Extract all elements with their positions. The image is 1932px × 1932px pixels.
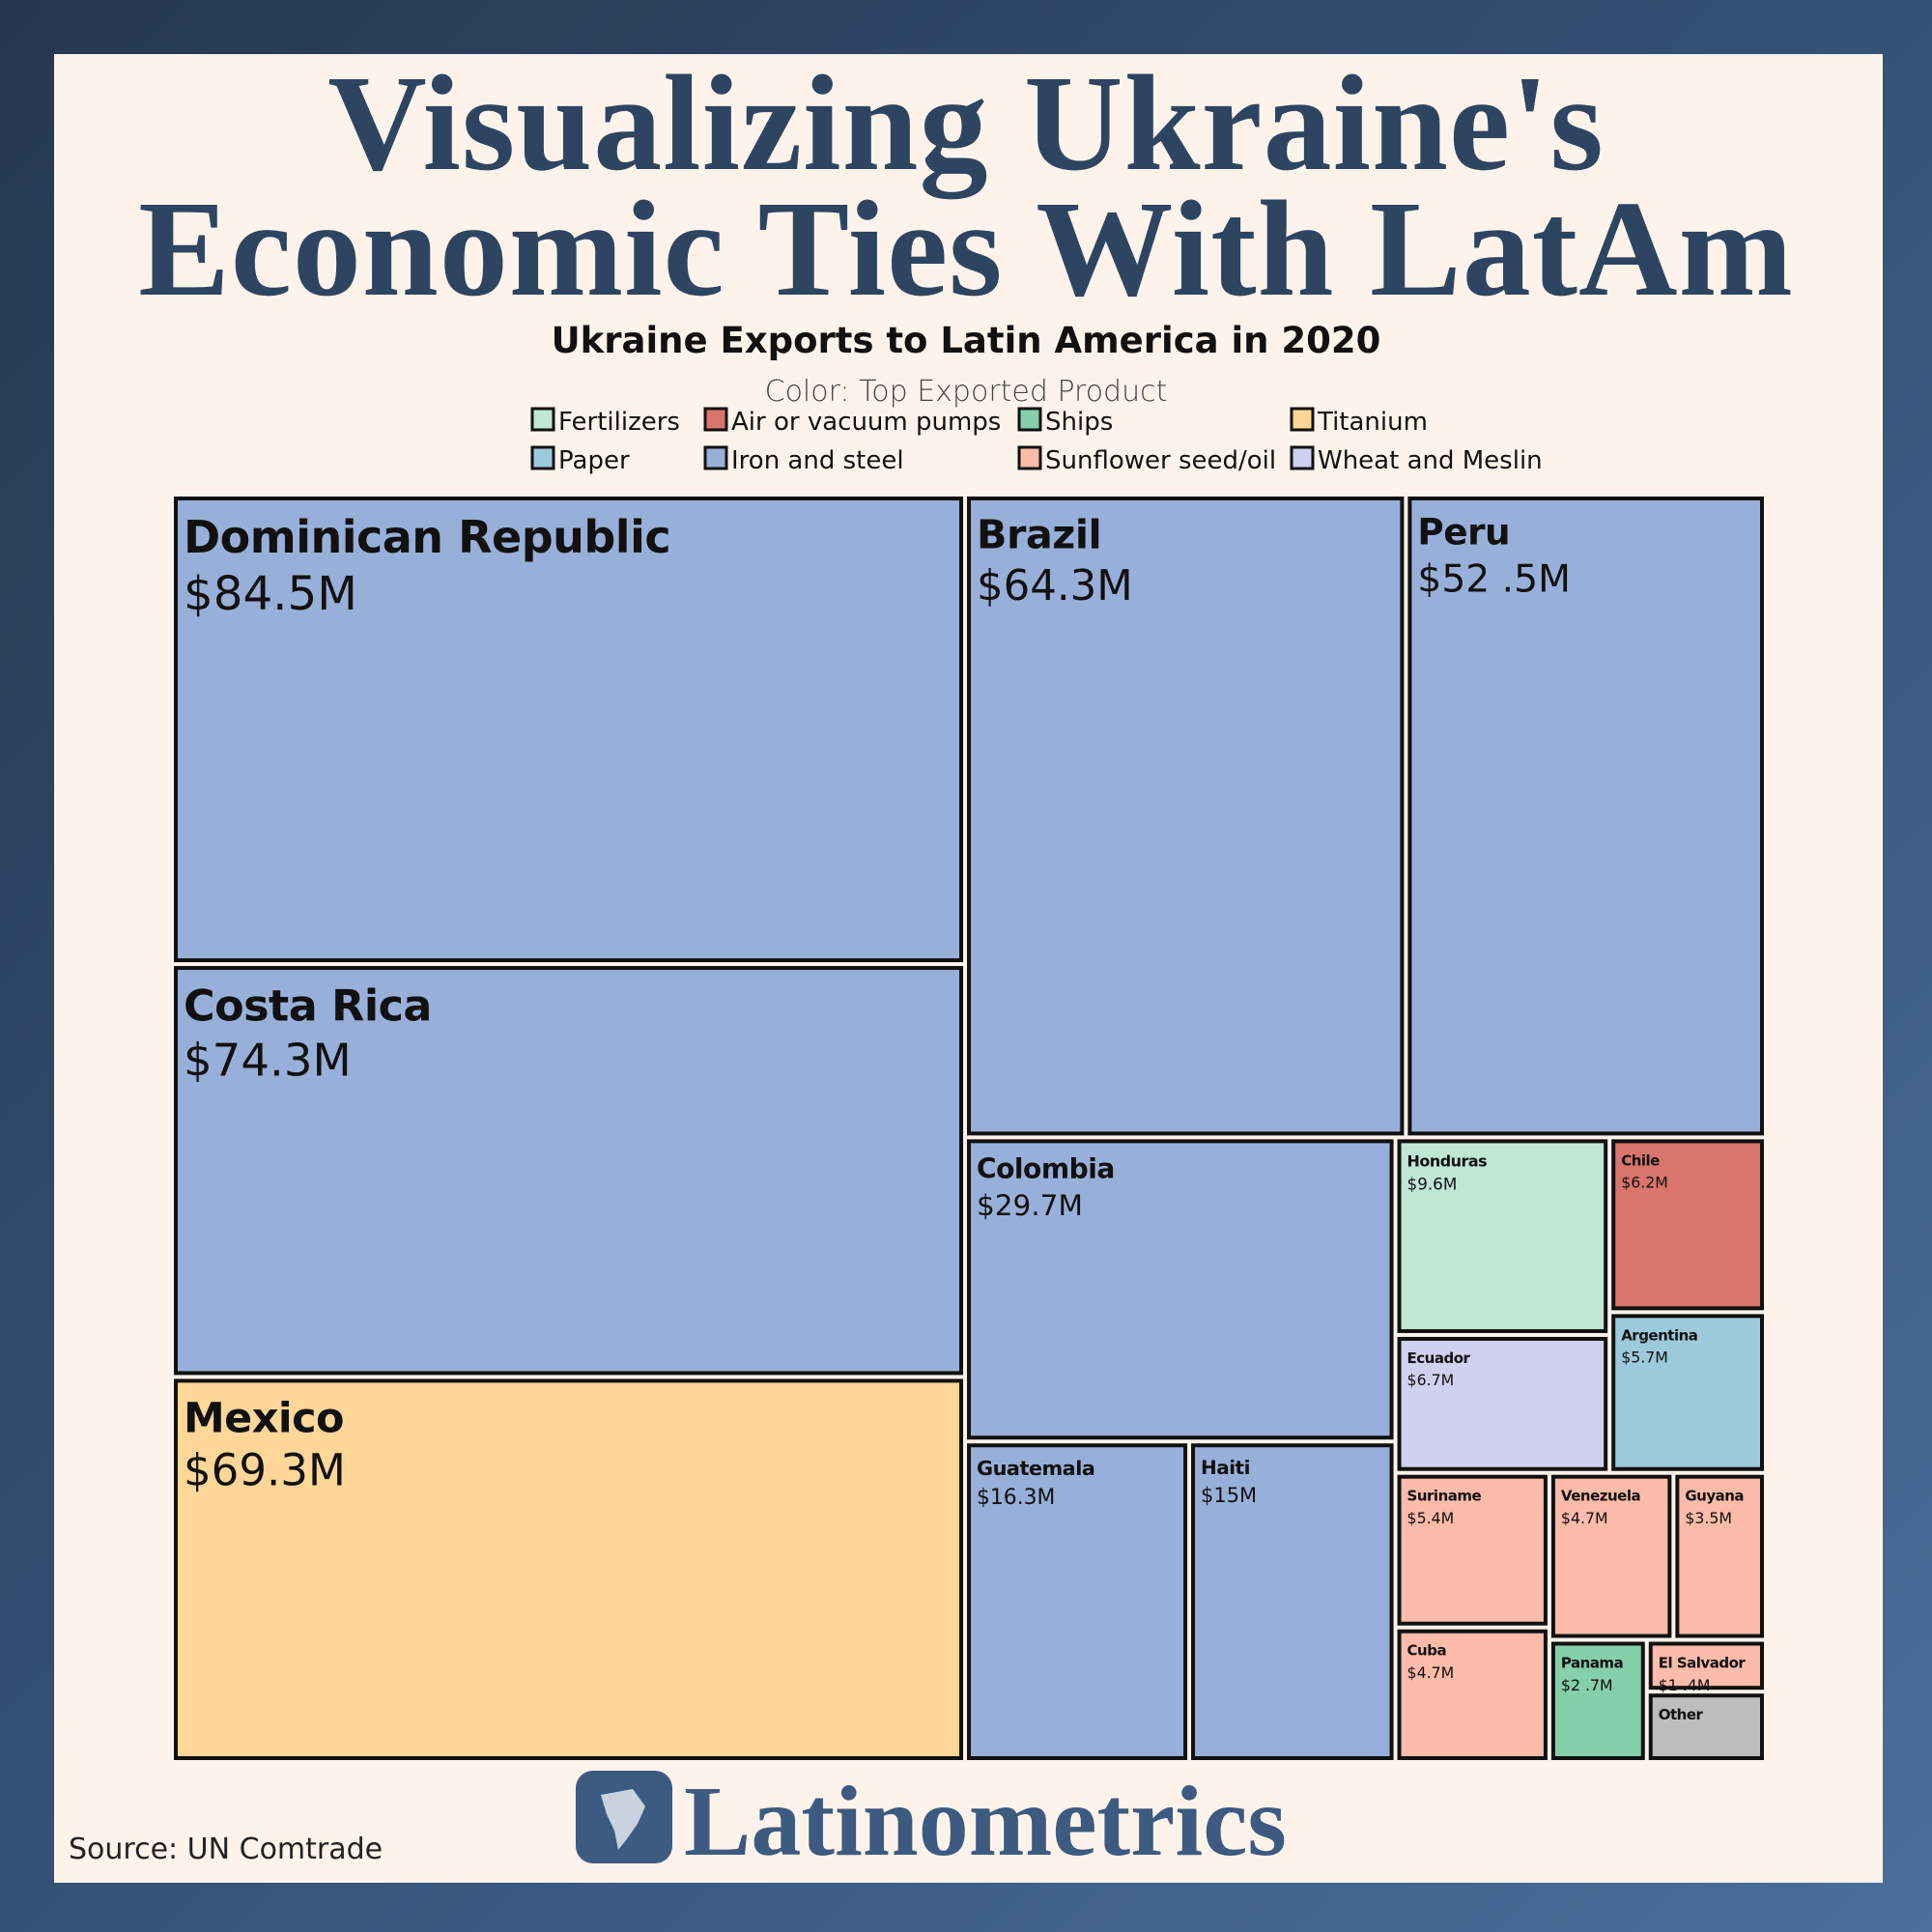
tile-value: $64.3M: [977, 562, 1133, 611]
tile-value: $5.7M: [1621, 1349, 1668, 1367]
tile: [1648, 1693, 1765, 1760]
tile-value: $2 .7M: [1561, 1676, 1613, 1694]
tile-value: $29.7M: [977, 1189, 1083, 1222]
tile-value: $15M: [1201, 1484, 1257, 1507]
legend-swatch: [530, 407, 555, 432]
legend-label: Air or vacuum pumps: [731, 408, 1001, 437]
tile: [967, 1139, 1394, 1440]
tile: [1191, 1443, 1394, 1760]
tile-label: Cuba: [1407, 1642, 1447, 1660]
tile: [967, 1443, 1188, 1760]
tile-label: El Salvador: [1659, 1655, 1747, 1672]
brand: Latinometrics: [684, 1766, 1287, 1877]
legend-label: Paper: [558, 446, 630, 475]
chart-title: Visualizing Ukraine's Economic Ties With…: [138, 46, 1794, 325]
tile: [1550, 1474, 1672, 1638]
tile-value: $5.4M: [1407, 1509, 1455, 1527]
tile-value: $4.7M: [1561, 1509, 1608, 1527]
legend-label: Sunflower seed/oil: [1045, 446, 1276, 475]
tile-value: $84.5M: [184, 567, 357, 621]
tile: [1675, 1474, 1764, 1638]
tile-label: Guyana: [1685, 1488, 1744, 1505]
tile: [1611, 1314, 1764, 1471]
tile-value: $6.7M: [1407, 1371, 1455, 1389]
tile-label: Brazil: [977, 511, 1101, 557]
tile-value: $9.6M: [1407, 1175, 1458, 1194]
tile: [1611, 1139, 1764, 1311]
legend-label: Ships: [1045, 408, 1113, 437]
legend-label: Fertilizers: [558, 408, 680, 437]
tile: [174, 497, 964, 963]
legend-title: Color: Top Exported Product: [765, 375, 1168, 409]
legend-swatch: [703, 407, 728, 432]
legend-label: Wheat and Meslin: [1318, 446, 1543, 475]
legend-swatch: [1290, 407, 1315, 432]
tile-value: $1 .4M: [1659, 1676, 1711, 1694]
legend-swatch: [1017, 445, 1042, 470]
tile: [1397, 1139, 1608, 1333]
tile: [967, 497, 1405, 1136]
legend-swatch: [530, 445, 555, 470]
tile-value: $69.3M: [184, 1445, 346, 1496]
tile: [1550, 1641, 1645, 1761]
legend-label: Titanium: [1317, 408, 1428, 437]
logo-map: [601, 1789, 645, 1850]
legend-swatch: [1017, 407, 1042, 432]
legend-swatch: [1290, 445, 1315, 470]
legend-label: Iron and steel: [731, 446, 904, 475]
tile-label: Chile: [1621, 1151, 1660, 1169]
tile-value: $74.3M: [184, 1035, 352, 1087]
source: Source: UN Comtrade: [69, 1833, 383, 1866]
tile: [1397, 1474, 1548, 1626]
tile: [1397, 1629, 1548, 1761]
tile-value: $6.2M: [1621, 1174, 1668, 1192]
chart-subtitle: Ukraine Exports to Latin America in 2020: [552, 320, 1381, 361]
tile: [174, 1378, 964, 1760]
legend-swatch: [703, 445, 728, 470]
tile: [1648, 1641, 1765, 1690]
tile-value: $4.7M: [1407, 1663, 1455, 1682]
tile-value: $16.3M: [977, 1486, 1055, 1510]
logo: [576, 1771, 672, 1863]
tile-label: Peru: [1417, 510, 1510, 553]
tile-label: Mexico: [184, 1394, 344, 1442]
tile-label: Other: [1659, 1706, 1704, 1723]
tile-label: Haiti: [1201, 1456, 1250, 1479]
tile-label: Argentina: [1621, 1326, 1697, 1344]
tile-value: $3.5M: [1685, 1509, 1732, 1527]
tile: [1407, 497, 1764, 1136]
tile-label: Costa Rica: [184, 981, 432, 1031]
tile-label: Colombia: [977, 1152, 1115, 1184]
tile-label: Suriname: [1407, 1488, 1482, 1505]
tile-label: Panama: [1561, 1655, 1623, 1672]
tile-label: Honduras: [1407, 1151, 1488, 1170]
tile-label: Venezuela: [1561, 1488, 1640, 1505]
tile-label: Dominican Republic: [184, 511, 670, 563]
tile: [1397, 1336, 1608, 1471]
tile-label: Ecuador: [1407, 1350, 1471, 1367]
tile: [174, 966, 964, 1376]
tile-label: Guatemala: [977, 1457, 1094, 1480]
tile-value: $52 .5M: [1417, 557, 1571, 601]
